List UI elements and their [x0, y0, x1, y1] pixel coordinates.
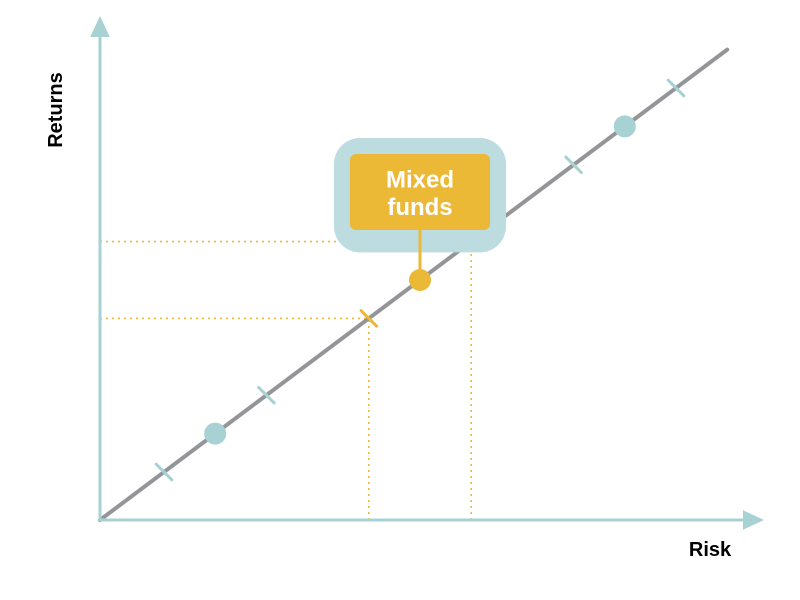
- low-risk-point: [204, 423, 226, 445]
- high-risk-point: [614, 115, 636, 137]
- mixed-funds-point: [409, 269, 431, 291]
- y-axis-label: Returns: [45, 72, 67, 148]
- risk-return-chart: Returns Risk Mixedfunds: [0, 0, 800, 600]
- callout-label-line1: Mixed: [386, 167, 454, 194]
- callout-label-line2: funds: [387, 194, 452, 221]
- x-axis-label: Risk: [689, 539, 732, 561]
